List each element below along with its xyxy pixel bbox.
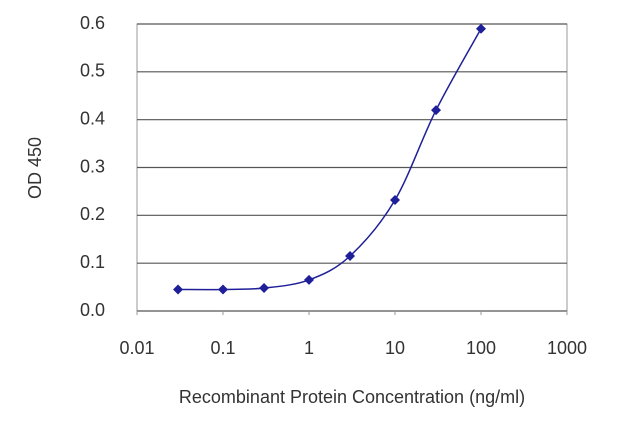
x-tick-label: 1 <box>304 338 314 358</box>
x-tick-label: 0.01 <box>119 338 154 358</box>
line-series <box>178 28 482 291</box>
marker <box>259 283 270 294</box>
y-axis-label: OD 450 <box>25 137 45 199</box>
marker <box>390 195 400 206</box>
x-tick-label: 1000 <box>547 338 587 358</box>
y-tick-label: 0.3 <box>80 156 105 176</box>
marker <box>431 105 442 116</box>
x-axis-label: Recombinant Protein Concentration (ng/ml… <box>179 387 525 407</box>
y-tick-label: 0.6 <box>80 13 105 33</box>
y-tick-label: 0.2 <box>80 204 105 224</box>
marker <box>476 23 486 34</box>
marker <box>218 284 228 295</box>
x-tick-label: 100 <box>466 338 496 358</box>
y-tick-label: 0.4 <box>80 108 105 128</box>
marker <box>345 250 356 261</box>
y-tick-label: 0.5 <box>80 61 105 81</box>
y-tick-label: 0.1 <box>80 252 105 272</box>
marker <box>304 274 314 285</box>
marker <box>173 284 184 295</box>
x-tick-label: 10 <box>385 338 405 358</box>
y-tick-label: 0.0 <box>80 300 105 320</box>
x-tick-label: 0.1 <box>210 338 235 358</box>
